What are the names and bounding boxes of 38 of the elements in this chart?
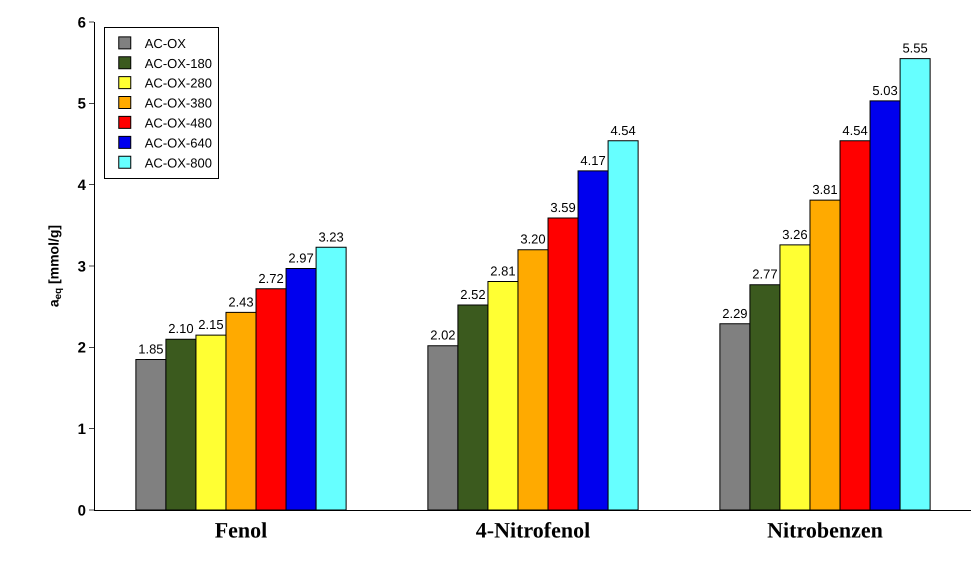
- legend-label: AC-OX: [144, 36, 186, 51]
- y-tick-label: 0: [78, 502, 86, 520]
- data-label: 3.59: [550, 200, 576, 216]
- data-label: 3.26: [782, 226, 808, 242]
- data-label: 2.97: [288, 250, 314, 266]
- data-label: 2.02: [430, 328, 456, 343]
- y-tick-label: 2: [78, 340, 86, 357]
- data-label: 5.55: [902, 40, 928, 56]
- y-tick-label: 5: [78, 96, 86, 113]
- y-tick-label: 1: [78, 420, 86, 438]
- legend-label: AC-OX-180: [144, 56, 212, 71]
- data-label: 2.81: [490, 263, 516, 278]
- data-label: 2.29: [722, 306, 748, 321]
- y-tick-label: 4: [78, 176, 87, 194]
- data-label: 2.77: [752, 266, 778, 282]
- data-label: 3.23: [318, 229, 344, 244]
- x-tick-label: Nitrobenzen: [767, 517, 883, 542]
- data-label: 3.81: [812, 182, 838, 198]
- data-label: 4.54: [842, 122, 868, 138]
- data-label: 4.17: [580, 152, 606, 168]
- data-label: 2.10: [168, 321, 194, 336]
- data-label: 2.15: [198, 317, 224, 332]
- legend-label: AC-OX-380: [144, 96, 212, 111]
- legend-label: AC-OX-280: [144, 76, 212, 91]
- data-label: 1.85: [138, 342, 164, 357]
- data-label: 2.52: [460, 287, 486, 302]
- data-label: 3.20: [520, 232, 546, 247]
- y-tick-label: 6: [78, 14, 86, 32]
- y-tick-label: 3: [78, 258, 86, 276]
- legend-label: AC-OX-640: [144, 135, 212, 150]
- data-label: 4.54: [610, 122, 636, 138]
- data-label: 2.72: [258, 270, 284, 286]
- legend-label: AC-OX-800: [144, 155, 212, 170]
- x-tick-label: 4-Nitrofenol: [476, 517, 590, 542]
- data-label: 5.03: [872, 82, 898, 98]
- x-tick-label: Fenol: [214, 517, 268, 542]
- data-label: 2.43: [228, 294, 254, 310]
- legend-label: AC-OX-480: [144, 116, 212, 130]
